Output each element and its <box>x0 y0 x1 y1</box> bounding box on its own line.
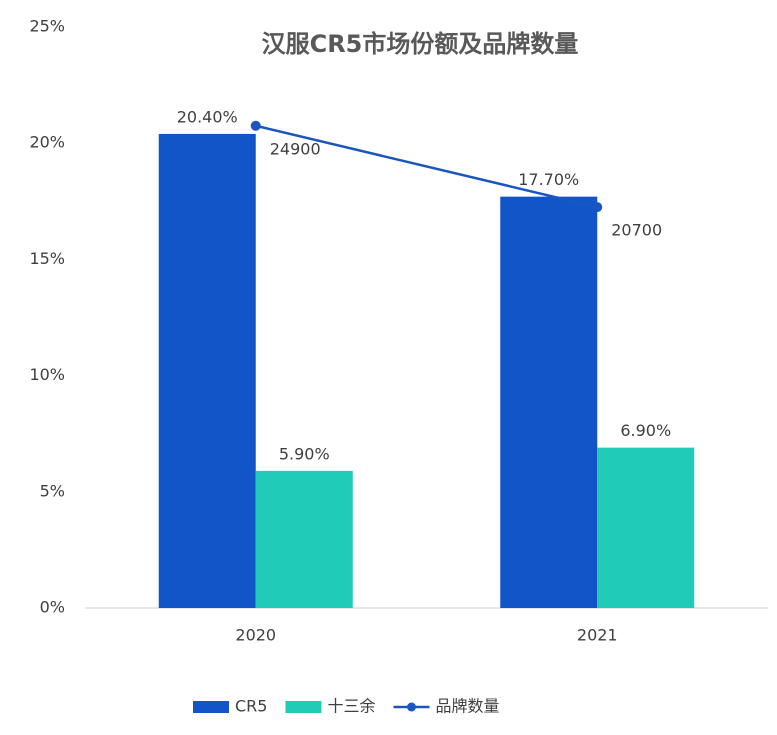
bar <box>255 470 353 608</box>
line <box>255 124 598 209</box>
y-tick-label: 10% <box>29 365 65 384</box>
legend-label: CR5 <box>235 697 267 716</box>
bar-value-label: 5.90% <box>279 444 330 463</box>
chart-title: 汉服CR5市场份额及品牌数量 <box>262 30 579 58</box>
legend-swatch <box>285 701 322 713</box>
bar-value-label: 6.90% <box>620 421 671 440</box>
bar-value-label: 17.70% <box>518 170 579 189</box>
y-tick-label: 0% <box>40 598 65 617</box>
y-tick-label: 25% <box>29 17 65 36</box>
line-point <box>250 120 261 131</box>
legend-swatch <box>193 701 229 713</box>
y-tick-label: 15% <box>29 249 65 268</box>
bar <box>597 447 695 608</box>
x-tick-label: 2021 <box>577 626 618 645</box>
legend-label: 品牌数量 <box>435 697 499 716</box>
y-tick-label: 5% <box>40 481 65 500</box>
legend-swatch <box>406 702 416 712</box>
bar-value-label: 20.40% <box>177 107 238 126</box>
line-value-label: 24900 <box>270 139 321 158</box>
y-tick-label: 20% <box>29 133 65 152</box>
legend-label: 十三余 <box>327 697 375 716</box>
bar <box>500 196 598 609</box>
line-value-label: 20700 <box>611 221 662 240</box>
bar <box>158 133 256 609</box>
line-point <box>592 202 603 213</box>
x-tick-label: 2020 <box>235 626 276 645</box>
